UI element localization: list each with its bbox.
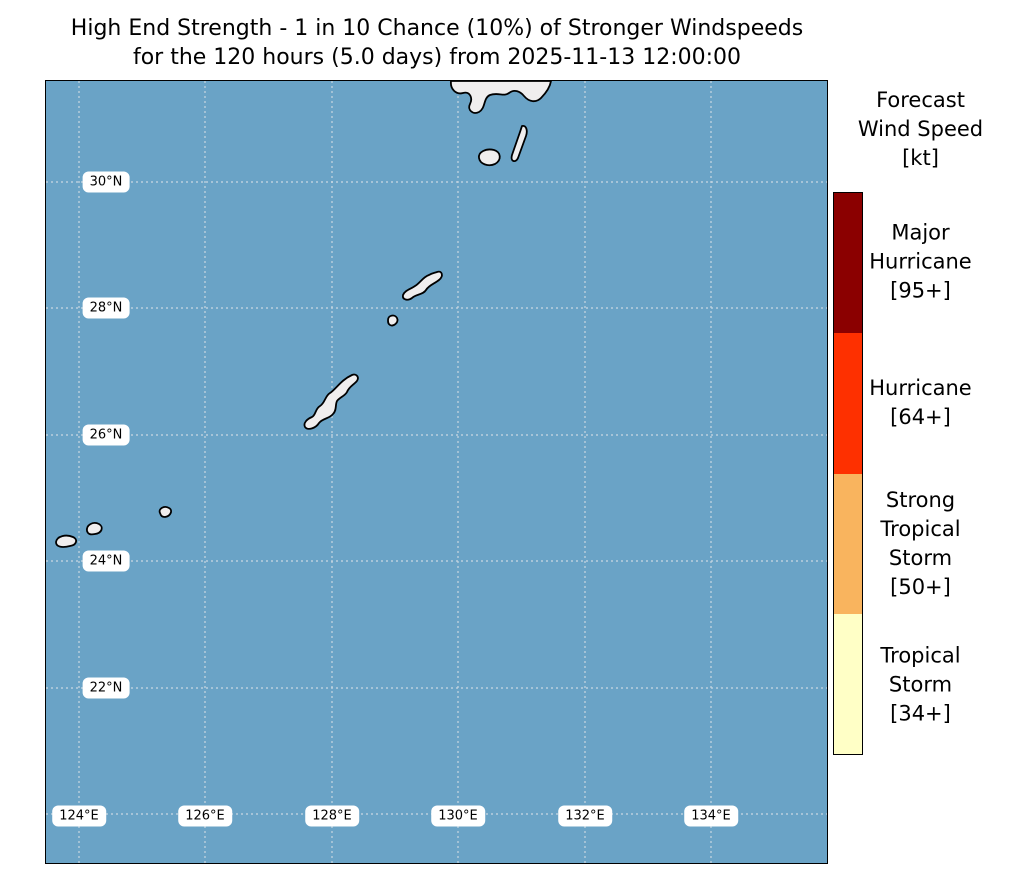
- lat-tick-30n: 30°N: [82, 171, 130, 193]
- colorbar-segment-strong-tropical-storm: [834, 473, 862, 614]
- island-amami-oshima: [402, 270, 443, 301]
- legend-label-strong-tropical-storm: Strong Tropical Storm [50+]: [880, 488, 961, 599]
- island-yakushima: [478, 148, 501, 167]
- lat-tick-26n: 26°N: [82, 424, 130, 446]
- colorbar-segment-hurricane: [834, 333, 862, 474]
- island-ishigaki: [86, 522, 103, 536]
- map-graphics: [46, 81, 827, 863]
- island-tanegashima: [510, 124, 528, 162]
- colorbar-segment-major-hurricane: [834, 193, 862, 334]
- chart-title-line2: for the 120 hours (5.0 days) from 2025-1…: [132, 45, 742, 70]
- chart-title: High End Strength - 1 in 10 Chance (10%)…: [0, 14, 874, 72]
- chart-title-line1: High End Strength - 1 in 10 Chance (10%)…: [70, 16, 804, 41]
- island-tokunoshima: [387, 314, 399, 327]
- legend-label-hurricane: Hurricane [64+]: [869, 376, 972, 429]
- islands: [55, 81, 552, 548]
- lon-tick-126e: 126°E: [178, 805, 232, 827]
- legend-label-major-hurricane: Major Hurricane [95+]: [869, 220, 972, 303]
- map-canvas: 30°N 28°N 26°N 24°N 22°N 124°E 126°E 128…: [45, 80, 828, 864]
- island-kyushu-south: [450, 81, 552, 114]
- island-miyako: [158, 506, 172, 518]
- colorbar: [833, 192, 863, 755]
- lon-tick-130e: 130°E: [431, 805, 485, 827]
- legend-label-tropical-storm: Tropical Storm [34+]: [880, 643, 961, 726]
- colorbar-segment-tropical-storm: [834, 613, 862, 754]
- lon-tick-128e: 128°E: [305, 805, 359, 827]
- lat-tick-28n: 28°N: [82, 297, 130, 319]
- lat-tick-22n: 22°N: [82, 677, 130, 699]
- colorbar-title: Forecast Wind Speed [kt]: [857, 88, 984, 170]
- lon-tick-124e: 124°E: [52, 805, 106, 827]
- island-iriomote: [55, 534, 77, 548]
- lon-tick-134e: 134°E: [684, 805, 738, 827]
- graticule: [46, 81, 827, 863]
- lon-tick-132e: 132°E: [558, 805, 612, 827]
- lat-tick-24n: 24°N: [82, 550, 130, 572]
- island-okinawa: [303, 373, 359, 430]
